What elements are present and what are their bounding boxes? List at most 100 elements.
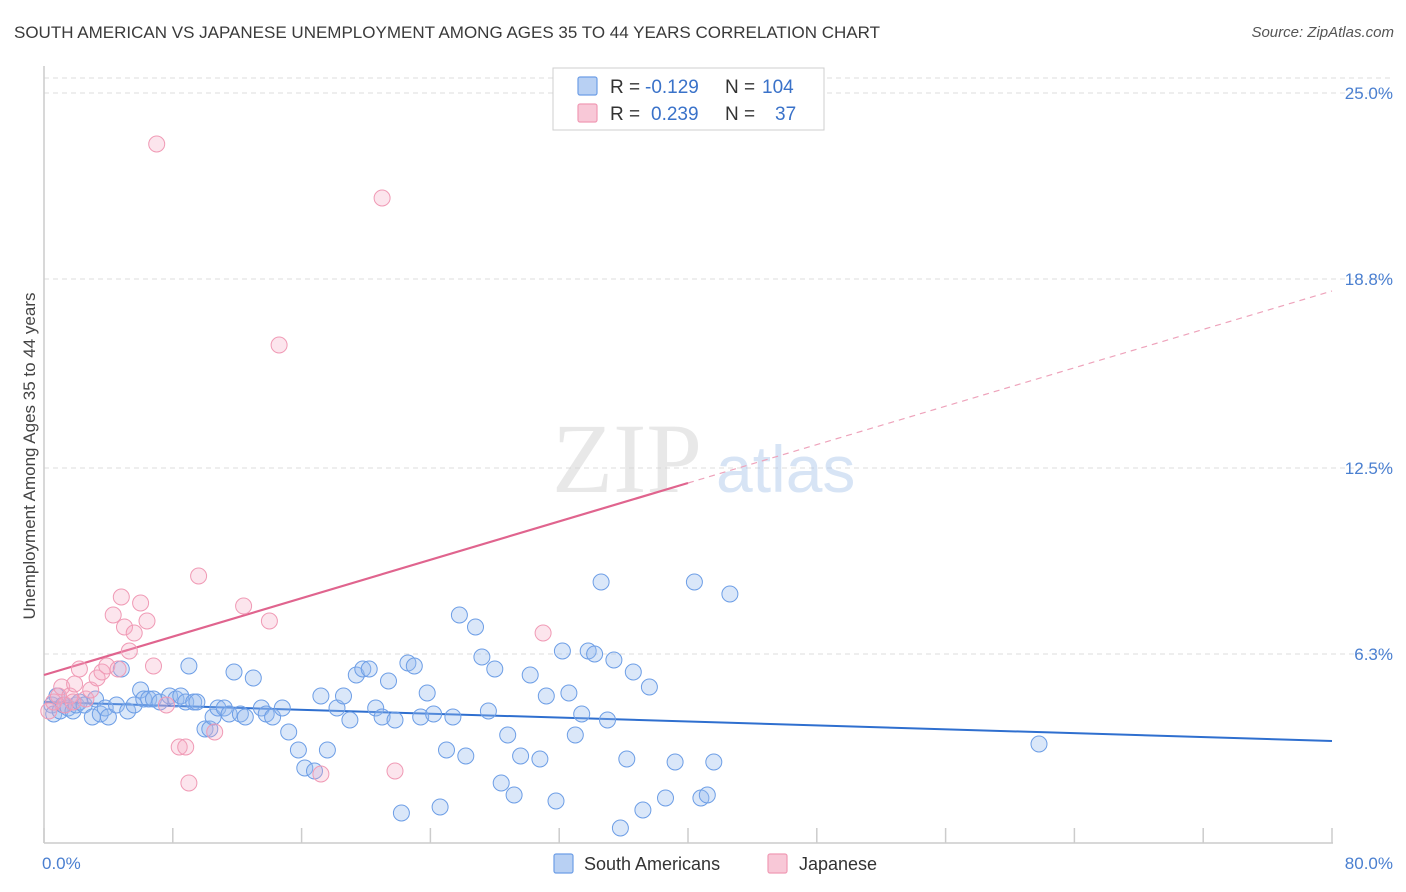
japanese-point-7 (70, 660, 88, 678)
south-americans-point-33 (204, 708, 222, 726)
japanese-point-23 (157, 696, 175, 714)
japanese-point-17 (120, 642, 138, 660)
south-americans-point-69 (444, 708, 462, 726)
south-americans-point-103 (705, 753, 723, 771)
top-legend: R = -0.129 N = 104 R = 0.239 N = 37 (552, 67, 825, 131)
japanese-point-27 (190, 567, 208, 585)
japanese-point-35 (534, 624, 552, 642)
south-americans-point-82 (537, 687, 555, 705)
south-americans-point-86 (566, 726, 584, 744)
japanese-point-25 (177, 738, 195, 756)
south-americans-point-76 (492, 774, 510, 792)
x-tick-label-1: 80.0% (1345, 854, 1393, 873)
legend-n-value-1: 104 (762, 77, 794, 98)
japanese-point-14 (109, 660, 127, 678)
bottom-legend: South Americans Japanese (553, 853, 877, 874)
legend-swatch-south-americans (577, 76, 598, 96)
y-tick-label-1: 12.5% (1345, 459, 1393, 478)
japanese-point-34 (386, 762, 404, 780)
south-americans-point-13 (96, 699, 114, 717)
south-americans-point-85 (560, 684, 578, 702)
south-americans-point-46 (289, 741, 307, 759)
south-americans-point-61 (392, 804, 410, 822)
south-americans-point-91 (599, 711, 616, 729)
south-americans-point-66 (425, 705, 443, 723)
south-americans-point-30 (188, 693, 206, 711)
legend-r-value-2: 0.239 (651, 104, 699, 125)
grid-lines (44, 77, 1392, 655)
south-americans-point-60 (386, 711, 404, 729)
y-tick-labels: 6.3% 12.5% 18.8% 25.0% (1345, 84, 1393, 664)
south-americans-point-79 (512, 747, 530, 765)
south-americans-point-53 (341, 711, 359, 729)
legend-r-label-1: R = (610, 77, 640, 98)
south-americans-point-95 (624, 663, 642, 681)
south-americans-point-97 (640, 678, 658, 696)
japanese-point-36 (64, 693, 82, 711)
south-americans-point-92 (605, 651, 623, 669)
south-americans-point-77 (499, 726, 517, 744)
south-americans-point-37 (225, 663, 243, 681)
south-americans-point-47 (296, 759, 314, 777)
japanese-point-18 (125, 624, 143, 642)
south-americans-point-9 (75, 696, 93, 714)
legend-swatch-japanese (577, 103, 598, 123)
south-americans-point-68 (438, 741, 455, 759)
south-americans-point-67 (431, 798, 449, 816)
data-points (40, 135, 1048, 837)
south-americans-point-81 (531, 750, 549, 768)
japanese-point-15 (112, 588, 130, 606)
trend-line-south-americans (43, 701, 1333, 742)
y-axis-label: Unemployment Among Ages 35 to 44 years (20, 293, 39, 620)
legend-n-label-2: N = (725, 104, 755, 125)
south-americans-point-65 (418, 684, 436, 702)
south-americans-point-50 (318, 741, 336, 759)
south-americans-point-25 (167, 690, 185, 708)
south-americans-point-99 (666, 753, 684, 771)
legend-r-value-1: -0.129 (645, 77, 699, 98)
south-americans-point-31 (196, 720, 214, 738)
south-americans-point-64 (412, 708, 430, 726)
south-americans-point-17 (119, 702, 137, 720)
south-americans-point-39 (236, 708, 254, 726)
japanese-point-21 (145, 657, 162, 675)
japanese-point-31 (270, 336, 288, 354)
legend-n-label-1: N = (725, 77, 755, 98)
south-americans-point-75 (486, 660, 504, 678)
south-americans-point-90 (592, 573, 610, 591)
x-tick-label-0: 0.0% (42, 854, 81, 873)
bottom-legend-swatch-japanese (767, 853, 788, 874)
japanese-point-29 (235, 597, 253, 615)
south-americans-point-45 (280, 723, 298, 741)
south-americans-point-78 (505, 786, 523, 804)
south-americans-point-55 (354, 660, 372, 678)
japanese-point-8 (77, 690, 95, 708)
south-americans-point-105 (1030, 735, 1048, 753)
south-americans-point-100 (685, 573, 703, 591)
south-americans-point-83 (547, 792, 565, 810)
south-americans-point-14 (99, 708, 117, 726)
trend-line-japanese-solid (43, 481, 689, 677)
south-americans-point-56 (360, 660, 378, 678)
south-americans-point-104 (721, 585, 739, 603)
japanese-point-30 (260, 612, 278, 630)
south-americans-point-71 (457, 747, 475, 765)
south-americans-point-28 (180, 657, 198, 675)
south-americans-point-15 (108, 696, 125, 714)
japanese-point-0 (40, 702, 58, 720)
japanese-point-33 (373, 189, 391, 207)
south-americans-point-84 (553, 642, 571, 660)
japanese-point-13 (104, 606, 122, 624)
chart-source: Source: ZipAtlas.com (1251, 24, 1394, 41)
top-legend-box (552, 67, 825, 131)
x-tick-labels: 0.0% 80.0% (42, 854, 1393, 873)
south-americans-point-49 (312, 687, 330, 705)
south-americans-point-63 (405, 657, 423, 675)
south-americans-point-72 (467, 618, 484, 636)
bottom-legend-label-south-americans: South Americans (584, 854, 720, 874)
south-americans-point-44 (273, 699, 291, 717)
south-americans-point-59 (380, 672, 397, 690)
south-americans-point-58 (373, 708, 391, 726)
south-americans-point-98 (657, 789, 674, 807)
